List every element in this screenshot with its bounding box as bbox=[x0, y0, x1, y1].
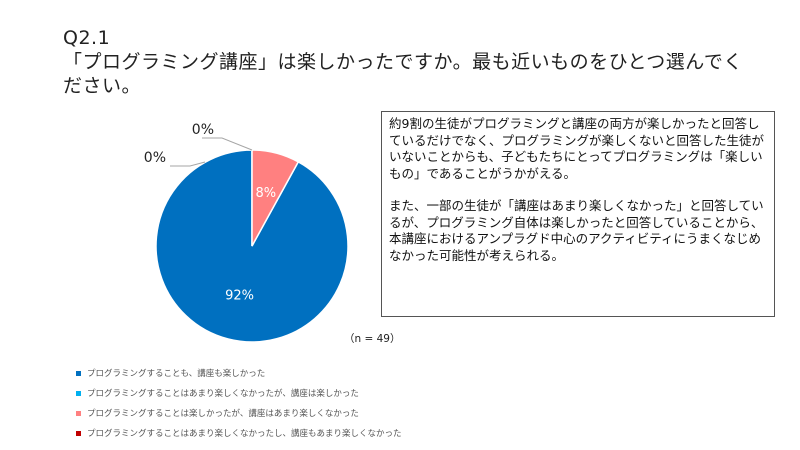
legend-swatch bbox=[76, 430, 81, 436]
chart-legend: プログラミングすることも、講座も楽しかった プログラミングすることはあまり楽しく… bbox=[76, 363, 536, 443]
sample-size: （n = 49） bbox=[344, 333, 401, 345]
legend-swatch bbox=[76, 370, 81, 376]
legend-item: プログラミングすることも、講座も楽しかった bbox=[76, 363, 536, 383]
legend-item: プログラミングすることはあまり楽しくなかったし、講座もあまり楽しくなかった bbox=[76, 423, 536, 443]
commentary-paragraph-2: また、一部の生徒が「講座はあまり楽しくなかった」と回答しているが、プログラミング… bbox=[389, 198, 764, 263]
legend-item: プログラミングすることはあまり楽しくなかったが、講座は楽しかった bbox=[76, 383, 536, 403]
data-label: 92% bbox=[225, 288, 254, 303]
legend-item: プログラミングすることは楽しかったが、講座はあまり楽しくなかった bbox=[76, 403, 536, 423]
question-text: 「プログラミング講座」は楽しかったですか。最も近いものをひとつ選んでください。 bbox=[63, 51, 743, 97]
pie-slice bbox=[251, 149, 300, 247]
legend-label: プログラミングすることも、講座も楽しかった bbox=[87, 369, 266, 379]
data-label: 0% bbox=[192, 122, 214, 138]
question-number: Q2.1 bbox=[63, 27, 111, 49]
legend-label: プログラミングすることはあまり楽しくなかったが、講座は楽しかった bbox=[87, 389, 359, 399]
legend-swatch bbox=[76, 410, 81, 416]
commentary-paragraph-1: 約9割の生徒がプログラミングと講座の両方が楽しかったと回答しているだけでなく、プ… bbox=[389, 116, 765, 181]
commentary-box: 約9割の生徒がプログラミングと講座の両方が楽しかったと回答しているだけでなく、プ… bbox=[381, 111, 775, 317]
data-label: 0% bbox=[144, 150, 166, 166]
leader-line bbox=[202, 137, 253, 151]
data-label: 8% bbox=[256, 186, 277, 201]
leader-line bbox=[170, 161, 206, 167]
question-title: Q2.1 「プログラミング講座」は楽しかったですか。最も近いものをひとつ選んでく… bbox=[63, 26, 743, 98]
legend-label: プログラミングすることはあまり楽しくなかったし、講座もあまり楽しくなかった bbox=[87, 429, 402, 439]
legend-swatch bbox=[76, 390, 81, 396]
legend-label: プログラミングすることは楽しかったが、講座はあまり楽しくなかった bbox=[87, 409, 359, 419]
